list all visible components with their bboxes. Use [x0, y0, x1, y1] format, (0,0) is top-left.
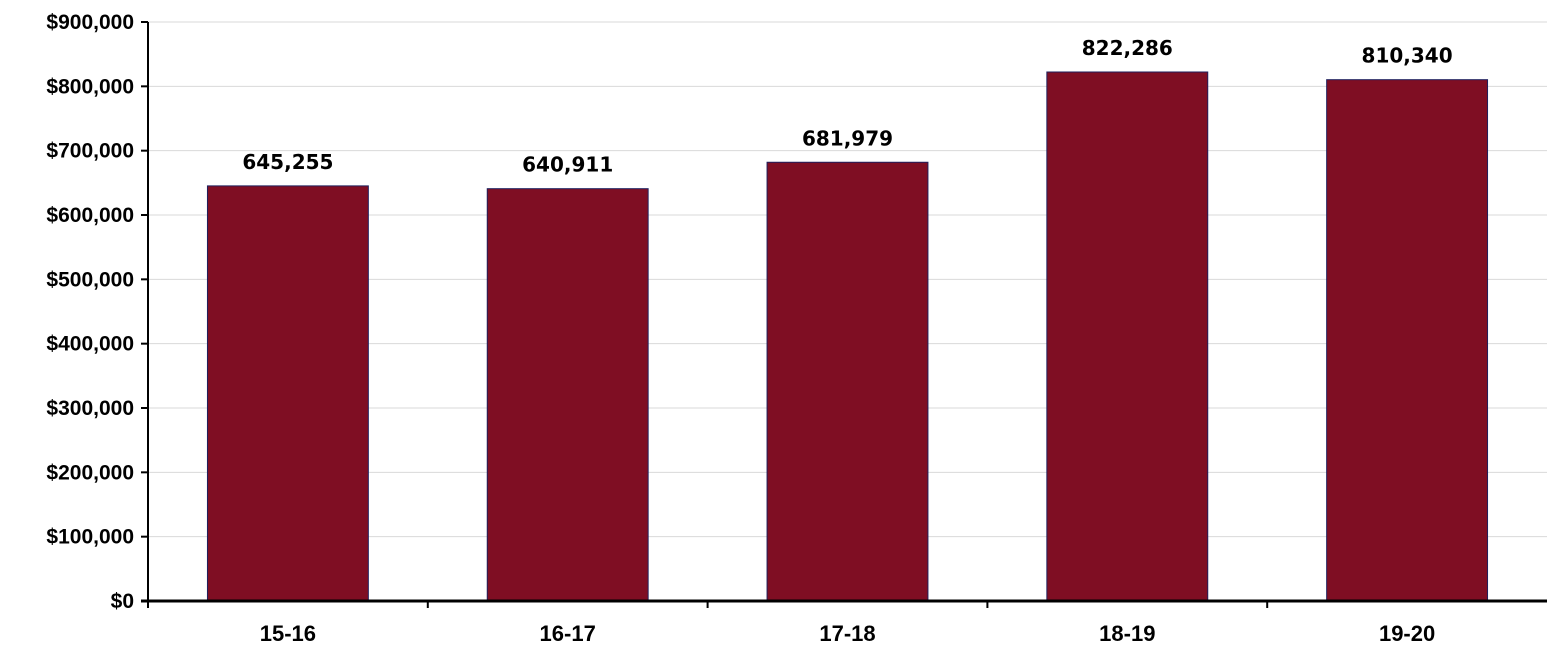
- y-tick-label: $800,000: [46, 75, 134, 98]
- y-tick-label: $0: [111, 590, 134, 613]
- y-tick-label: $900,000: [46, 11, 134, 34]
- y-tick-label: $500,000: [46, 268, 134, 291]
- bars: [206, 71, 1489, 602]
- data-label: 681,979: [802, 126, 893, 150]
- y-tick-label: $400,000: [46, 333, 134, 356]
- x-tick-label: 18-19: [1099, 621, 1155, 646]
- x-tick-label: 19-20: [1379, 621, 1435, 646]
- y-tick-label: $200,000: [46, 461, 134, 484]
- axes: [141, 21, 1547, 608]
- x-tick-label: 16-17: [540, 621, 596, 646]
- y-tick-label: $100,000: [46, 526, 134, 549]
- data-label: 822,286: [1082, 36, 1173, 60]
- bar-18-19: [1046, 71, 1209, 602]
- labels: $0 $100,000 $200,000 $300,000 $400,000 $500,0…: [46, 11, 1452, 646]
- y-tick-label: $600,000: [46, 204, 134, 227]
- bar-19-20: [1326, 79, 1489, 602]
- x-tick-label: 15-16: [260, 621, 316, 646]
- data-label: 640,911: [522, 153, 613, 177]
- data-label: 810,340: [1362, 44, 1453, 68]
- x-tick-label: 17-18: [819, 621, 875, 646]
- y-tick-label: $300,000: [46, 397, 134, 420]
- data-label: 645,255: [242, 150, 333, 174]
- y-tick-label: $700,000: [46, 140, 134, 163]
- bar-15-16: [206, 185, 369, 602]
- bar-17-18: [766, 161, 929, 602]
- bar-16-17: [486, 188, 649, 602]
